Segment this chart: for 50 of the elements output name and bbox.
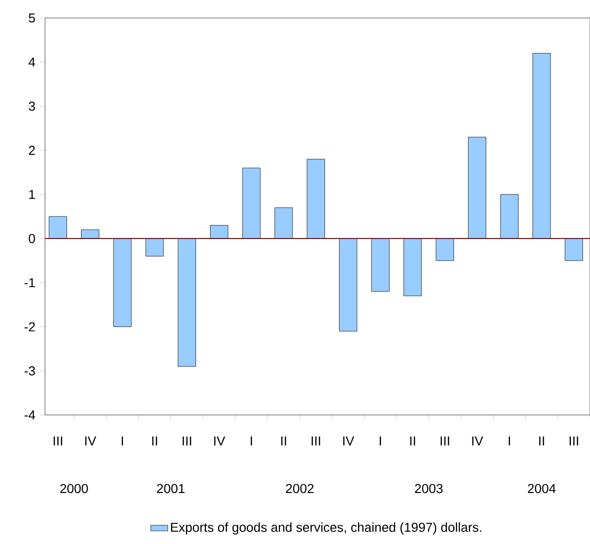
y-tick-label: 5 (28, 13, 35, 22)
x-tick-label: II (281, 436, 286, 446)
bar (564, 238, 583, 261)
text: 2000 (60, 484, 88, 494)
bar (339, 238, 358, 332)
bar (178, 238, 196, 367)
x-tick-label: III (312, 436, 320, 446)
text: 2004 (528, 484, 556, 494)
bar (81, 230, 100, 239)
x-tick-label: I (250, 436, 252, 446)
x-tick-label: I (380, 436, 381, 446)
text: 2003 (415, 484, 443, 494)
bar (404, 238, 422, 296)
x-tick-label: IV (343, 436, 354, 446)
y-tick-label: 4 (28, 58, 36, 67)
legend-label: Exports of goods and services, chained (1997) dollars. (171, 522, 482, 534)
x-tick-label: IV (85, 436, 96, 446)
x-tick-label: II (410, 436, 416, 446)
bar (113, 238, 132, 327)
bar (468, 136, 486, 239)
x-tick-label: I (508, 436, 510, 446)
x-tick-label: IV (214, 436, 226, 446)
y-tick-label: 3 (28, 102, 35, 111)
bar (274, 207, 293, 239)
bar (48, 216, 67, 239)
bar (210, 225, 228, 239)
bar (500, 194, 518, 239)
y-tick-label: -4 (24, 410, 36, 420)
x-tick-label: II (152, 436, 158, 446)
y-tick-label: -3 (24, 366, 35, 376)
x-tick-label: I (122, 436, 124, 446)
text: 2002 (286, 484, 314, 494)
x-tick-label: III (440, 436, 450, 446)
text: 2001 (157, 484, 185, 494)
bar (242, 168, 260, 239)
bar (306, 158, 325, 239)
y-tick-label: 2 (28, 146, 35, 155)
y-tick-label: 0 (28, 234, 35, 244)
bar (371, 238, 390, 292)
y-tick-label: -1 (24, 278, 35, 288)
bar (146, 238, 164, 256)
x-tick-label: III (54, 436, 62, 446)
x-tick-label: II (539, 436, 544, 446)
x-tick-label: III (570, 436, 578, 446)
y-tick-label: -2 (24, 322, 35, 332)
bar (532, 53, 551, 239)
y-tick-label: 1 (29, 190, 35, 199)
bar (436, 238, 454, 261)
x-tick-label: IV (472, 436, 484, 446)
x-tick-label: III (182, 436, 192, 446)
